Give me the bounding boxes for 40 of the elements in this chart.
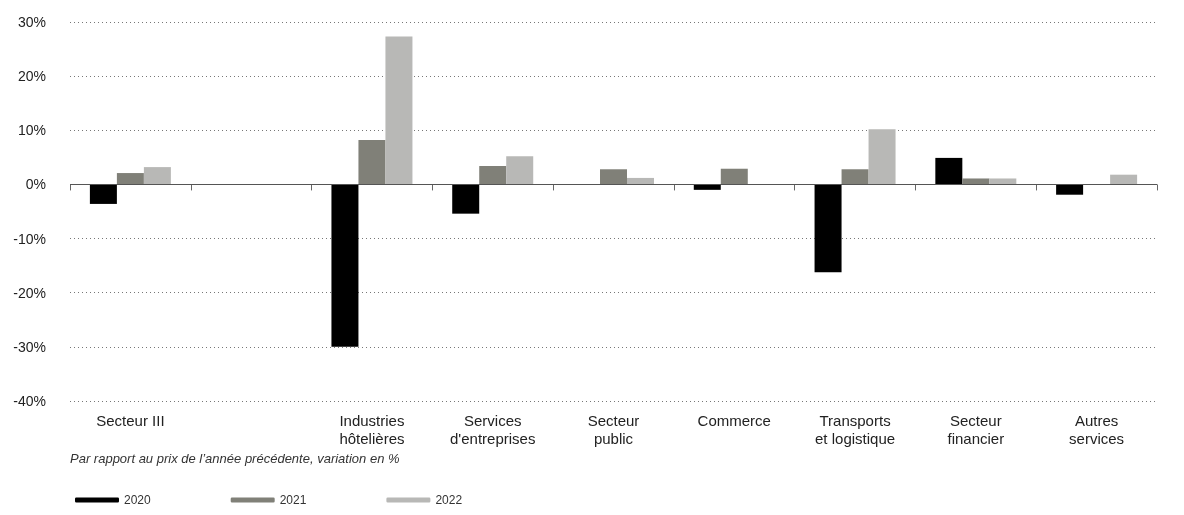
text: Par rapport au prix de l’année précédente, variation en % — [70, 451, 400, 466]
y-tick-label: 10% — [17, 122, 46, 139]
bar — [1056, 184, 1084, 195]
x-tick-label: Industries hôtelières — [339, 411, 405, 447]
y-tick-label: 20% — [17, 68, 46, 85]
y-tick-label: -10% — [13, 230, 46, 247]
bar — [600, 169, 627, 185]
x-tick-label: Secteur financier — [947, 411, 1005, 447]
y-tick-label: -20% — [13, 284, 46, 301]
bar — [143, 167, 171, 185]
legend-label: 2020 — [124, 493, 152, 507]
y-tick-label: -30% — [13, 338, 46, 355]
legend-label: 2021 — [279, 493, 307, 507]
x-tick-label: Secteur public — [587, 411, 640, 447]
x-tick-label: Services d'entreprises — [450, 411, 536, 447]
bar — [452, 184, 480, 214]
bar — [331, 184, 359, 347]
bar — [506, 156, 534, 185]
y-tick-label: 0% — [25, 176, 46, 193]
x-tick-label: Commerce — [697, 411, 771, 429]
bar — [720, 168, 748, 185]
bar — [358, 140, 386, 185]
bar — [868, 129, 896, 185]
bar — [89, 184, 117, 204]
bar — [962, 178, 990, 185]
bar — [814, 184, 842, 273]
x-tick-label: Secteur III — [96, 411, 165, 429]
y-tick-label: 30% — [17, 14, 46, 30]
legend-label: 2022 — [435, 493, 463, 507]
bar — [841, 169, 869, 185]
x-tick-label: Transports et logistique — [815, 411, 896, 447]
bar — [627, 177, 654, 185]
bar — [1110, 174, 1138, 185]
x-tick-label: Autres services — [1069, 411, 1125, 447]
y-tick-label: -40% — [13, 393, 46, 409]
bar — [116, 173, 144, 185]
bar — [385, 36, 413, 185]
bar — [935, 157, 963, 185]
bar — [989, 178, 1017, 185]
bar — [479, 166, 507, 185]
